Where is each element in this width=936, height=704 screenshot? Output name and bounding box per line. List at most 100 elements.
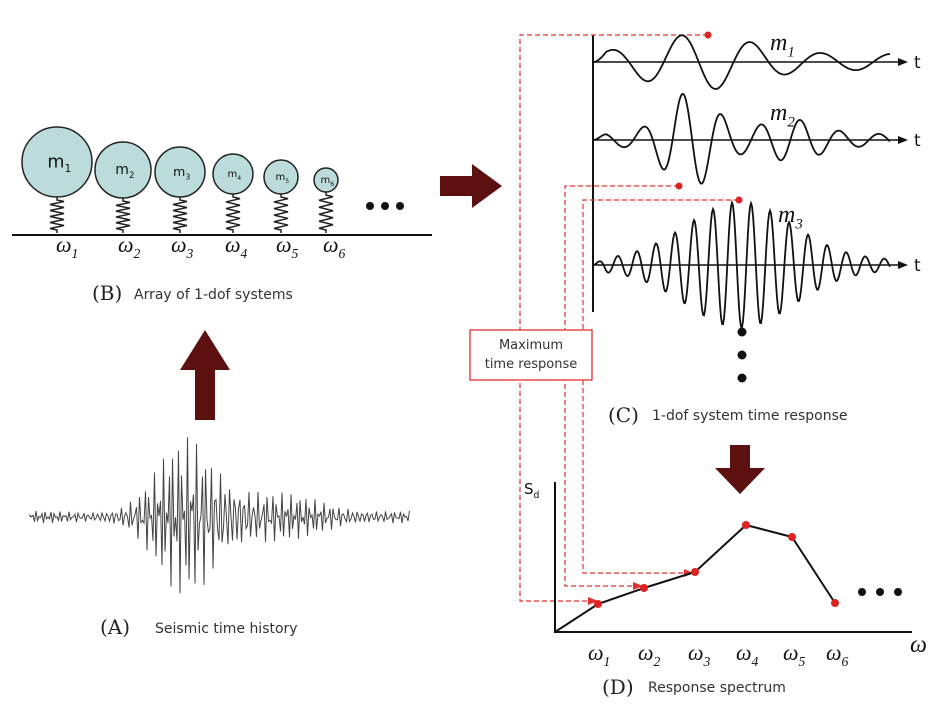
panel-letter: (B) <box>92 281 122 305</box>
mass-label: m2 <box>115 162 134 181</box>
response-label: m1 <box>770 30 795 61</box>
spring <box>172 197 188 233</box>
spectrum-y-label-symbol: S <box>524 480 534 498</box>
panel-caption: Array of 1-dof systems <box>134 287 293 303</box>
response-label-sub: 3 <box>794 217 802 233</box>
frequency-label-sub: 3 <box>703 654 711 669</box>
mass-label-sub: 3 <box>185 172 190 181</box>
frequency-label: ω1 <box>56 232 78 261</box>
panel-letter: (D) <box>602 675 634 699</box>
frequency-label-symbol: ω <box>276 232 292 257</box>
mass-label-symbol: m <box>47 152 64 172</box>
response-label: m2 <box>770 100 795 131</box>
mass-label: m6 <box>321 175 335 188</box>
frequency-label-sub: 6 <box>842 654 849 669</box>
frequency-label-symbol: ω <box>56 232 72 257</box>
time-axis-head <box>898 58 908 66</box>
response-trace <box>593 34 891 90</box>
frequency-label-symbol: ω <box>688 640 704 665</box>
mass <box>94 141 152 199</box>
frequency-label-sub: 2 <box>654 654 661 669</box>
frequency-label-sub: 5 <box>799 654 806 669</box>
panel-caption: Response spectrum <box>648 680 786 696</box>
response-label-symbol: m <box>770 100 787 126</box>
arrow-up <box>180 330 230 420</box>
mass-label-symbol: m <box>276 172 286 183</box>
mass-label: m5 <box>276 172 290 185</box>
panel-letter: (C) <box>608 403 639 427</box>
mass <box>21 126 93 198</box>
frequency-label-symbol: ω <box>225 232 241 257</box>
ellipsis-b <box>366 202 404 210</box>
response-label: m3 <box>778 202 803 233</box>
max-connectors <box>519 34 739 602</box>
response-trace <box>593 92 891 185</box>
seismic-signal <box>29 437 410 594</box>
time-axis-head <box>898 261 908 269</box>
arrow-right <box>440 164 502 208</box>
mass-label-sub: 2 <box>129 171 135 181</box>
frequency-label-symbol: ω <box>323 232 339 257</box>
mass-label: m3 <box>173 164 190 182</box>
frequency-label-symbol: ω <box>588 640 604 665</box>
spring <box>273 194 289 233</box>
time-axis-label: t <box>914 256 921 276</box>
frequency-label-sub: 6 <box>339 246 346 261</box>
mass <box>154 146 206 198</box>
frequency-label: ω5 <box>783 640 806 669</box>
mass-label: m4 <box>228 169 242 182</box>
spring <box>115 198 131 233</box>
mass-label-symbol: m <box>115 162 129 178</box>
arrow-down <box>715 445 765 494</box>
response-label-sub: 2 <box>787 115 795 131</box>
spectrum-y-label-sub: d <box>534 490 540 501</box>
frequency-label-sub: 4 <box>752 654 759 669</box>
frequency-label: ω2 <box>638 640 661 669</box>
callout-box <box>469 329 593 381</box>
callout-line: time response <box>485 357 578 372</box>
callout-line: Maximum <box>499 338 563 353</box>
frequency-label-symbol: ω <box>638 640 654 665</box>
frequency-label: ω4 <box>225 232 248 261</box>
mass-label-sub: 1 <box>64 162 71 175</box>
mass <box>263 159 299 195</box>
frequency-label-sub: 1 <box>604 654 611 669</box>
frequency-label: ω6 <box>323 232 346 261</box>
frequency-label: ω3 <box>688 640 711 669</box>
response-trace <box>593 199 891 329</box>
mass-label-sub: 4 <box>237 175 241 182</box>
spectrum-points <box>594 521 839 608</box>
frequency-label-symbol: ω <box>783 640 799 665</box>
spectrum-curve <box>554 523 836 633</box>
response-label-sub: 1 <box>787 45 794 61</box>
mass-label-symbol: m <box>228 169 238 180</box>
time-axis-label: t <box>914 53 921 73</box>
mass-label-sub: 6 <box>330 181 334 188</box>
spring <box>318 192 334 233</box>
frequency-label: ω2 <box>118 232 141 261</box>
mass-label-sub: 5 <box>285 178 289 185</box>
frequency-label-symbol: ω <box>118 232 134 257</box>
panel-caption: Seismic time history <box>155 621 298 637</box>
frequency-label-sub: 2 <box>134 246 141 261</box>
time-axis-label: t <box>914 131 921 151</box>
time-axis-head <box>898 136 908 144</box>
response-label-symbol: m <box>770 30 787 56</box>
max-point <box>735 196 743 204</box>
frequency-label-sub: 1 <box>72 246 79 261</box>
spring <box>225 194 241 233</box>
frequency-label-sub: 3 <box>186 246 194 261</box>
frequency-label: ω5 <box>276 232 299 261</box>
mass-label: m1 <box>47 152 71 175</box>
mass <box>212 153 254 195</box>
frequency-label: ω4 <box>736 640 759 669</box>
frequency-label-symbol: ω <box>826 640 842 665</box>
frequency-label: ω6 <box>826 640 849 669</box>
panel-letter: (A) <box>100 615 130 639</box>
ellipsis-c <box>737 327 747 383</box>
spectrum-y-label: Sd <box>524 480 540 501</box>
mass <box>313 167 339 193</box>
mass-label-symbol: m <box>173 164 185 179</box>
response-label-symbol: m <box>778 202 795 228</box>
